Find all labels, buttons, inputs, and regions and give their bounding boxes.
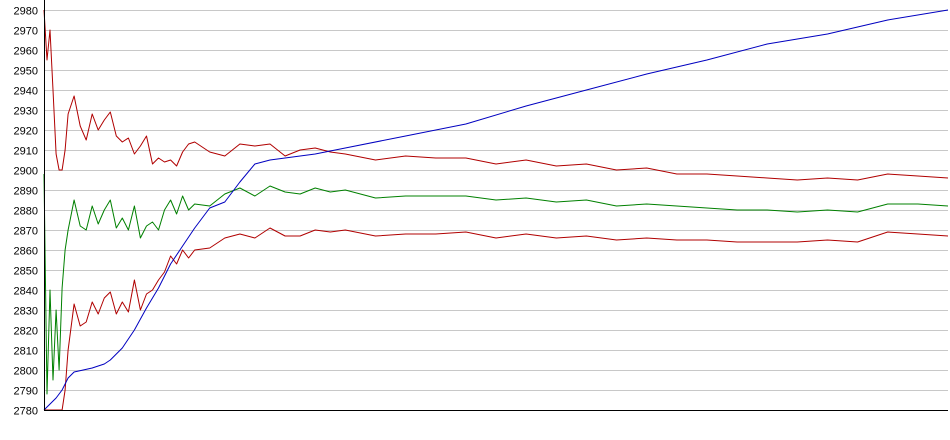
series-line-trend: [43, 9, 949, 411]
series-line-lower_band: [44, 227, 949, 411]
y-tick-label-2810: 2810: [14, 346, 38, 358]
y-tick-label-2980: 2980: [14, 6, 38, 18]
y-tick-label-2830: 2830: [14, 306, 38, 318]
y-tick-label-2970: 2970: [14, 26, 38, 38]
y-tick-label-2950: 2950: [14, 66, 38, 78]
y-tick-label-2840: 2840: [14, 286, 38, 298]
series-line-mean: [43, 173, 949, 395]
series-line-upper_band: [43, 9, 949, 181]
y-tick-label-2960: 2960: [14, 46, 38, 58]
y-tick-label-2910: 2910: [14, 146, 38, 158]
y-tick-labels: 2780 2790 2800 2810 2820 2830 2840 2850 2860 2870…: [14, 6, 38, 418]
y-tick-label-2780: 2780: [14, 406, 38, 418]
y-tick-label-2790: 2790: [14, 386, 38, 398]
series: [43, 9, 949, 411]
y-tick-label-2900: 2900: [14, 166, 38, 178]
y-tick-label-2890: 2890: [14, 186, 38, 198]
y-tick-label-2800: 2800: [14, 366, 38, 378]
y-tick-label-2850: 2850: [14, 266, 38, 278]
y-tick-label-2940: 2940: [14, 86, 38, 98]
grid: [44, 10, 948, 411]
y-tick-label-2870: 2870: [14, 226, 38, 238]
y-tick-label-2860: 2860: [14, 246, 38, 258]
y-tick-label-2820: 2820: [14, 326, 38, 338]
y-tick-label-2930: 2930: [14, 106, 38, 118]
y-tick-label-2880: 2880: [14, 206, 38, 218]
axes: [44, 0, 948, 411]
y-tick-label-2920: 2920: [14, 126, 38, 138]
